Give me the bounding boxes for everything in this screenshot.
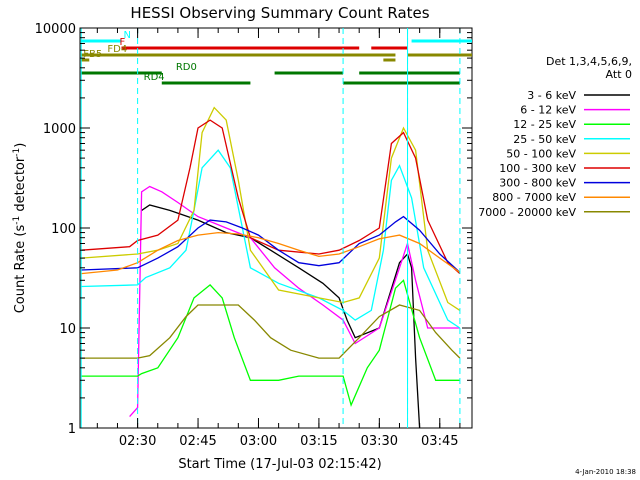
y-tick-label: 1 bbox=[68, 422, 76, 437]
y-axis-label-tail: detector bbox=[13, 156, 28, 216]
series-line bbox=[81, 119, 461, 275]
x-tick-label: 02:45 bbox=[179, 434, 216, 449]
chart-title: HESSI Observing Summary Count Rates bbox=[130, 4, 429, 22]
x-tick-label: 03:30 bbox=[361, 434, 398, 449]
footer-date: 4-Jan-2010 18:38 bbox=[575, 468, 636, 476]
series-line bbox=[81, 231, 461, 275]
legend: Det 1,3,4,5,6,9, Att 0 3 - 6 keV 6 - 12 k… bbox=[478, 55, 632, 219]
state-bar-label: FB5 bbox=[83, 49, 102, 60]
x-axis-label: Start Time (17-Jul-03 02:15:42) bbox=[178, 457, 381, 472]
vertical-lines bbox=[80, 28, 461, 428]
y-axis-label-close: ) bbox=[13, 143, 28, 148]
state-bar-label: N bbox=[123, 30, 130, 41]
legend-label: 50 - 100 keV bbox=[506, 147, 576, 160]
series-line bbox=[81, 279, 460, 407]
legend-label: 100 - 300 keV bbox=[499, 162, 576, 175]
y-tick-label: 10 bbox=[59, 322, 76, 337]
legend-label: 25 - 50 keV bbox=[513, 133, 576, 146]
y-tick-label: 1000 bbox=[43, 122, 76, 137]
y-tick-label: 100 bbox=[51, 222, 76, 237]
state-bar-label: FD4 bbox=[107, 44, 127, 55]
legend-header: Det 1,3,4,5,6,9, bbox=[546, 55, 632, 68]
series-line bbox=[81, 304, 461, 359]
axes: 1 10 100 1000 10000 02:30 02:45 03:00 03:15 03:30… bbox=[35, 22, 472, 449]
x-tick-label: 03:45 bbox=[421, 434, 458, 449]
series-line bbox=[129, 185, 460, 418]
series-layer bbox=[81, 106, 461, 429]
x-tick-label: 02:30 bbox=[119, 434, 156, 449]
y-axis-label-exp: -1 bbox=[12, 216, 22, 225]
legend-label: 7000 - 20000 keV bbox=[478, 206, 576, 219]
state-bar-label: F bbox=[119, 37, 125, 48]
series-line bbox=[81, 149, 461, 329]
state-bar-label: RD4 bbox=[144, 72, 165, 83]
legend-label: 3 - 6 keV bbox=[527, 89, 576, 102]
legend-label: 300 - 800 keV bbox=[499, 177, 576, 190]
x-tick-label: 03:00 bbox=[240, 434, 277, 449]
y-axis-label-exp2: -1 bbox=[12, 148, 22, 157]
legend-label: 800 - 7000 keV bbox=[492, 191, 576, 204]
series-line bbox=[81, 215, 461, 273]
y-axis-label-main: Count Rate (s bbox=[13, 225, 28, 314]
series-line bbox=[141, 204, 421, 429]
legend-label: 12 - 25 keV bbox=[513, 118, 576, 131]
y-axis-label: Count Rate (s-1 detector-1) bbox=[12, 143, 28, 314]
x-tick-label: 03:15 bbox=[300, 434, 337, 449]
state-bar-label: RD0 bbox=[176, 62, 197, 73]
y-tick-label: 10000 bbox=[35, 22, 76, 37]
legend-header-att: Att 0 bbox=[606, 68, 632, 81]
legend-label: 6 - 12 keV bbox=[520, 104, 576, 117]
series-line bbox=[81, 106, 461, 311]
